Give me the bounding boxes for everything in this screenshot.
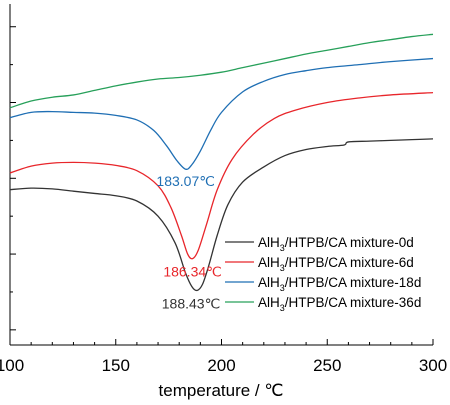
legend-label-subscript: 3 (280, 283, 285, 293)
x-tick-label: 150 (102, 356, 130, 375)
x-axis-title: temperature / ℃ (159, 381, 284, 400)
peak-label-1: 186.34℃ (163, 264, 222, 280)
series-line-1 (9, 92, 434, 260)
legend-label-0: AlH3/HTPB/CA mixture-0d (258, 235, 414, 253)
peak-label-2: 183.07℃ (156, 173, 215, 189)
x-tick-label: 300 (419, 356, 447, 375)
legend-label-rest: /HTPB/CA mixture-0d (285, 235, 414, 250)
series-line-0 (9, 138, 434, 292)
x-tick-label: 200 (207, 356, 235, 375)
legend-label-base: AlH (258, 295, 280, 310)
series-line-2 (9, 57, 434, 170)
x-tick-label: 100 (0, 356, 24, 375)
legend-label-2: AlH3/HTPB/CA mixture-18d (258, 275, 421, 293)
legend-label-subscript: 3 (280, 243, 285, 253)
legend-label-base: AlH (258, 275, 280, 290)
legend-label-3: AlH3/HTPB/CA mixture-36d (258, 295, 421, 313)
x-ticks: 100 150 200 250 300 (0, 339, 447, 375)
legend-label-1: AlH3/HTPB/CA mixture-6d (258, 255, 414, 273)
series-line-3 (9, 33, 434, 109)
legend-label-rest: /HTPB/CA mixture-18d (285, 275, 422, 290)
legend-label-subscript: 3 (280, 263, 285, 273)
x-tick-label: 250 (313, 356, 341, 375)
legend-label-base: AlH (258, 235, 280, 250)
peak-labels: 188.43℃ 186.34℃ 183.07℃ (156, 173, 221, 311)
legend-label-rest: /HTPB/CA mixture-6d (285, 255, 414, 270)
series-lines (9, 33, 434, 292)
peak-label-0: 188.43℃ (162, 295, 221, 311)
legend-label-subscript: 3 (280, 303, 285, 313)
y-ticks (10, 26, 16, 331)
legend-label-base: AlH (258, 255, 280, 270)
legend-label-rest: /HTPB/CA mixture-36d (285, 295, 422, 310)
